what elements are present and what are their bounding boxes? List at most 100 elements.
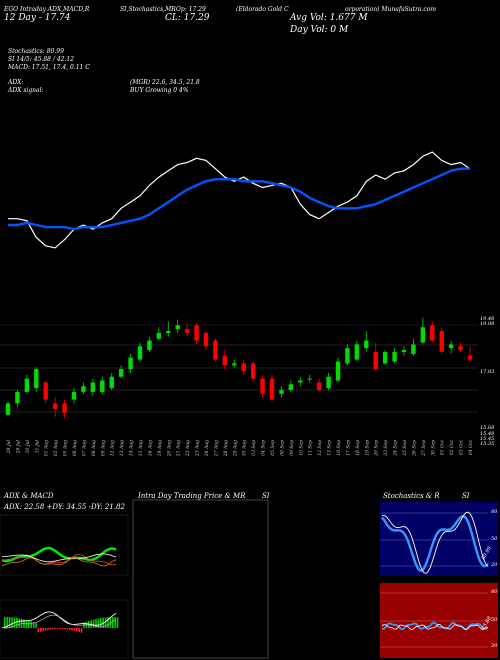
date-tick-label: 13 Aug — [119, 440, 125, 456]
macd-histogram-bar — [8, 617, 11, 628]
date-tick-label: 29 Jul — [15, 439, 21, 454]
rsi-tick-50: 50 — [491, 617, 498, 623]
macd-histogram-bar — [47, 628, 49, 631]
rsi-panel — [380, 583, 498, 658]
candle-body — [279, 390, 284, 394]
date-tick-label: 05 Aug — [63, 440, 69, 456]
macd-histogram-bar — [104, 617, 107, 628]
avg-volume: Avg Vol: 1.677 M — [290, 13, 368, 23]
date-tick-label: 31 Jul — [34, 439, 40, 453]
candle-body — [401, 350, 407, 352]
candle-body — [118, 369, 124, 377]
moving-average-line — [8, 167, 470, 231]
price-label-low2: 15.48 — [480, 431, 495, 437]
macd-histogram-bar — [32, 622, 35, 628]
date-tick-label: 19 Sep — [364, 440, 370, 456]
candle-body — [316, 382, 322, 391]
candle-body — [203, 332, 209, 347]
candle-body — [109, 376, 114, 389]
date-tick-label: 30 Aug — [242, 440, 248, 456]
macd-histogram-bar — [107, 617, 109, 628]
candle-body — [269, 378, 275, 400]
date-tick-label: 19 Aug — [157, 440, 163, 456]
adx-panel-values: ADX: 22.58 +DY: 34.55 -DY: 21.82 — [4, 503, 125, 511]
candle-body — [128, 357, 133, 370]
macd-histogram-bar — [100, 618, 102, 628]
candle-body — [43, 382, 48, 400]
macd-histogram-bar — [30, 621, 32, 628]
date-tick-label: 06 Sep — [279, 440, 285, 456]
date-tick-label: 29 Aug — [232, 440, 238, 457]
macd-histogram-bar — [80, 628, 83, 633]
macd-histogram-bar — [11, 617, 13, 628]
stochastic-k-line — [381, 515, 489, 572]
candle-body — [52, 403, 58, 410]
date-tick-label: 28 Jul — [6, 439, 12, 454]
macd-histogram-bar — [66, 628, 68, 630]
adx-label: ADX: — [8, 79, 24, 86]
date-tick-label: 22 Aug — [185, 440, 191, 457]
price-label-top1: 19.48 — [480, 316, 495, 322]
si-readout: SI 14/5: 45.88 / 42.12 — [8, 56, 74, 63]
candle-body — [411, 344, 416, 354]
stochastics-readout: Stochastics: 80.99 — [8, 48, 64, 55]
macd-histogram-bar — [6, 617, 8, 628]
date-tick-label: 25 Sep — [402, 440, 408, 457]
candle-body — [213, 340, 218, 360]
company-name: (Eldorado Gold C — [236, 6, 289, 13]
date-tick-label: 02 Aug — [53, 440, 59, 456]
header-title-a: EGO Intraday ADX,MACD,R — [4, 6, 90, 13]
date-tick-label: 13 Sep — [327, 440, 333, 456]
close-label: CL: 17.29 — [165, 13, 210, 23]
date-tick-label: 03 Sep — [251, 440, 257, 456]
macd-histogram-bar — [25, 620, 28, 628]
candle-body — [156, 332, 162, 339]
candle-body — [354, 344, 360, 360]
macd-histogram-bar — [114, 617, 116, 628]
candle-body — [175, 325, 180, 330]
date-tick-label: 30 Jul — [25, 439, 31, 453]
candle-body — [458, 346, 463, 351]
date-tick-label: 05 Sep — [270, 440, 276, 456]
date-tick-label: 04 Sep — [261, 440, 267, 456]
candle-body — [364, 340, 369, 349]
adx-minus-di-line — [1, 554, 117, 566]
stoch-tick-50: 50 — [491, 536, 498, 542]
header-title-b: SI,Stochastics,MR — [120, 6, 176, 13]
candle-body — [439, 331, 444, 352]
date-tick-label: 27 Sep — [421, 440, 427, 457]
candle-body — [222, 355, 228, 366]
candle-body — [241, 363, 246, 371]
mr-panel-si: SI — [262, 492, 270, 500]
date-tick-label: 20 Sep — [374, 440, 380, 457]
header-title: EGO Intraday ADX,MACD,R — [4, 6, 89, 14]
adx-panel — [0, 514, 129, 576]
macd-histogram-bar — [109, 617, 112, 628]
candle-body — [15, 391, 20, 404]
candle-body — [147, 340, 152, 351]
macd-histogram-bar — [52, 628, 54, 630]
date-tick-label: 03 Oct — [459, 440, 465, 455]
price-label-mid: 17.03 — [480, 369, 495, 375]
macd-histogram-bar — [112, 617, 114, 628]
macd-histogram-bar — [92, 619, 95, 628]
date-tick-label: 16 Aug — [147, 440, 153, 456]
date-tick-label: 15 Aug — [138, 440, 144, 456]
price-label-low1: 15.68 — [480, 425, 495, 431]
date-tick-label: 14 Aug — [129, 440, 135, 456]
macd-histogram-bar — [35, 622, 37, 628]
macd-histogram-bar — [49, 628, 52, 630]
adx-line — [2, 553, 117, 563]
candle-body — [232, 363, 237, 366]
macd-histogram-bar — [4, 617, 6, 628]
rsi-tick-80: 80 — [491, 589, 498, 595]
macd-histogram-bar — [28, 620, 30, 628]
macd-signal-line — [1, 614, 117, 629]
candle-body — [373, 351, 378, 370]
date-tick-label: 24 Sep — [393, 440, 399, 457]
date-tick-label: 12 Sep — [317, 440, 323, 456]
macd-histogram-bar — [40, 628, 42, 632]
date-tick-label: 12 Aug — [110, 440, 116, 456]
date-tick-label: 23 Aug — [195, 440, 201, 457]
